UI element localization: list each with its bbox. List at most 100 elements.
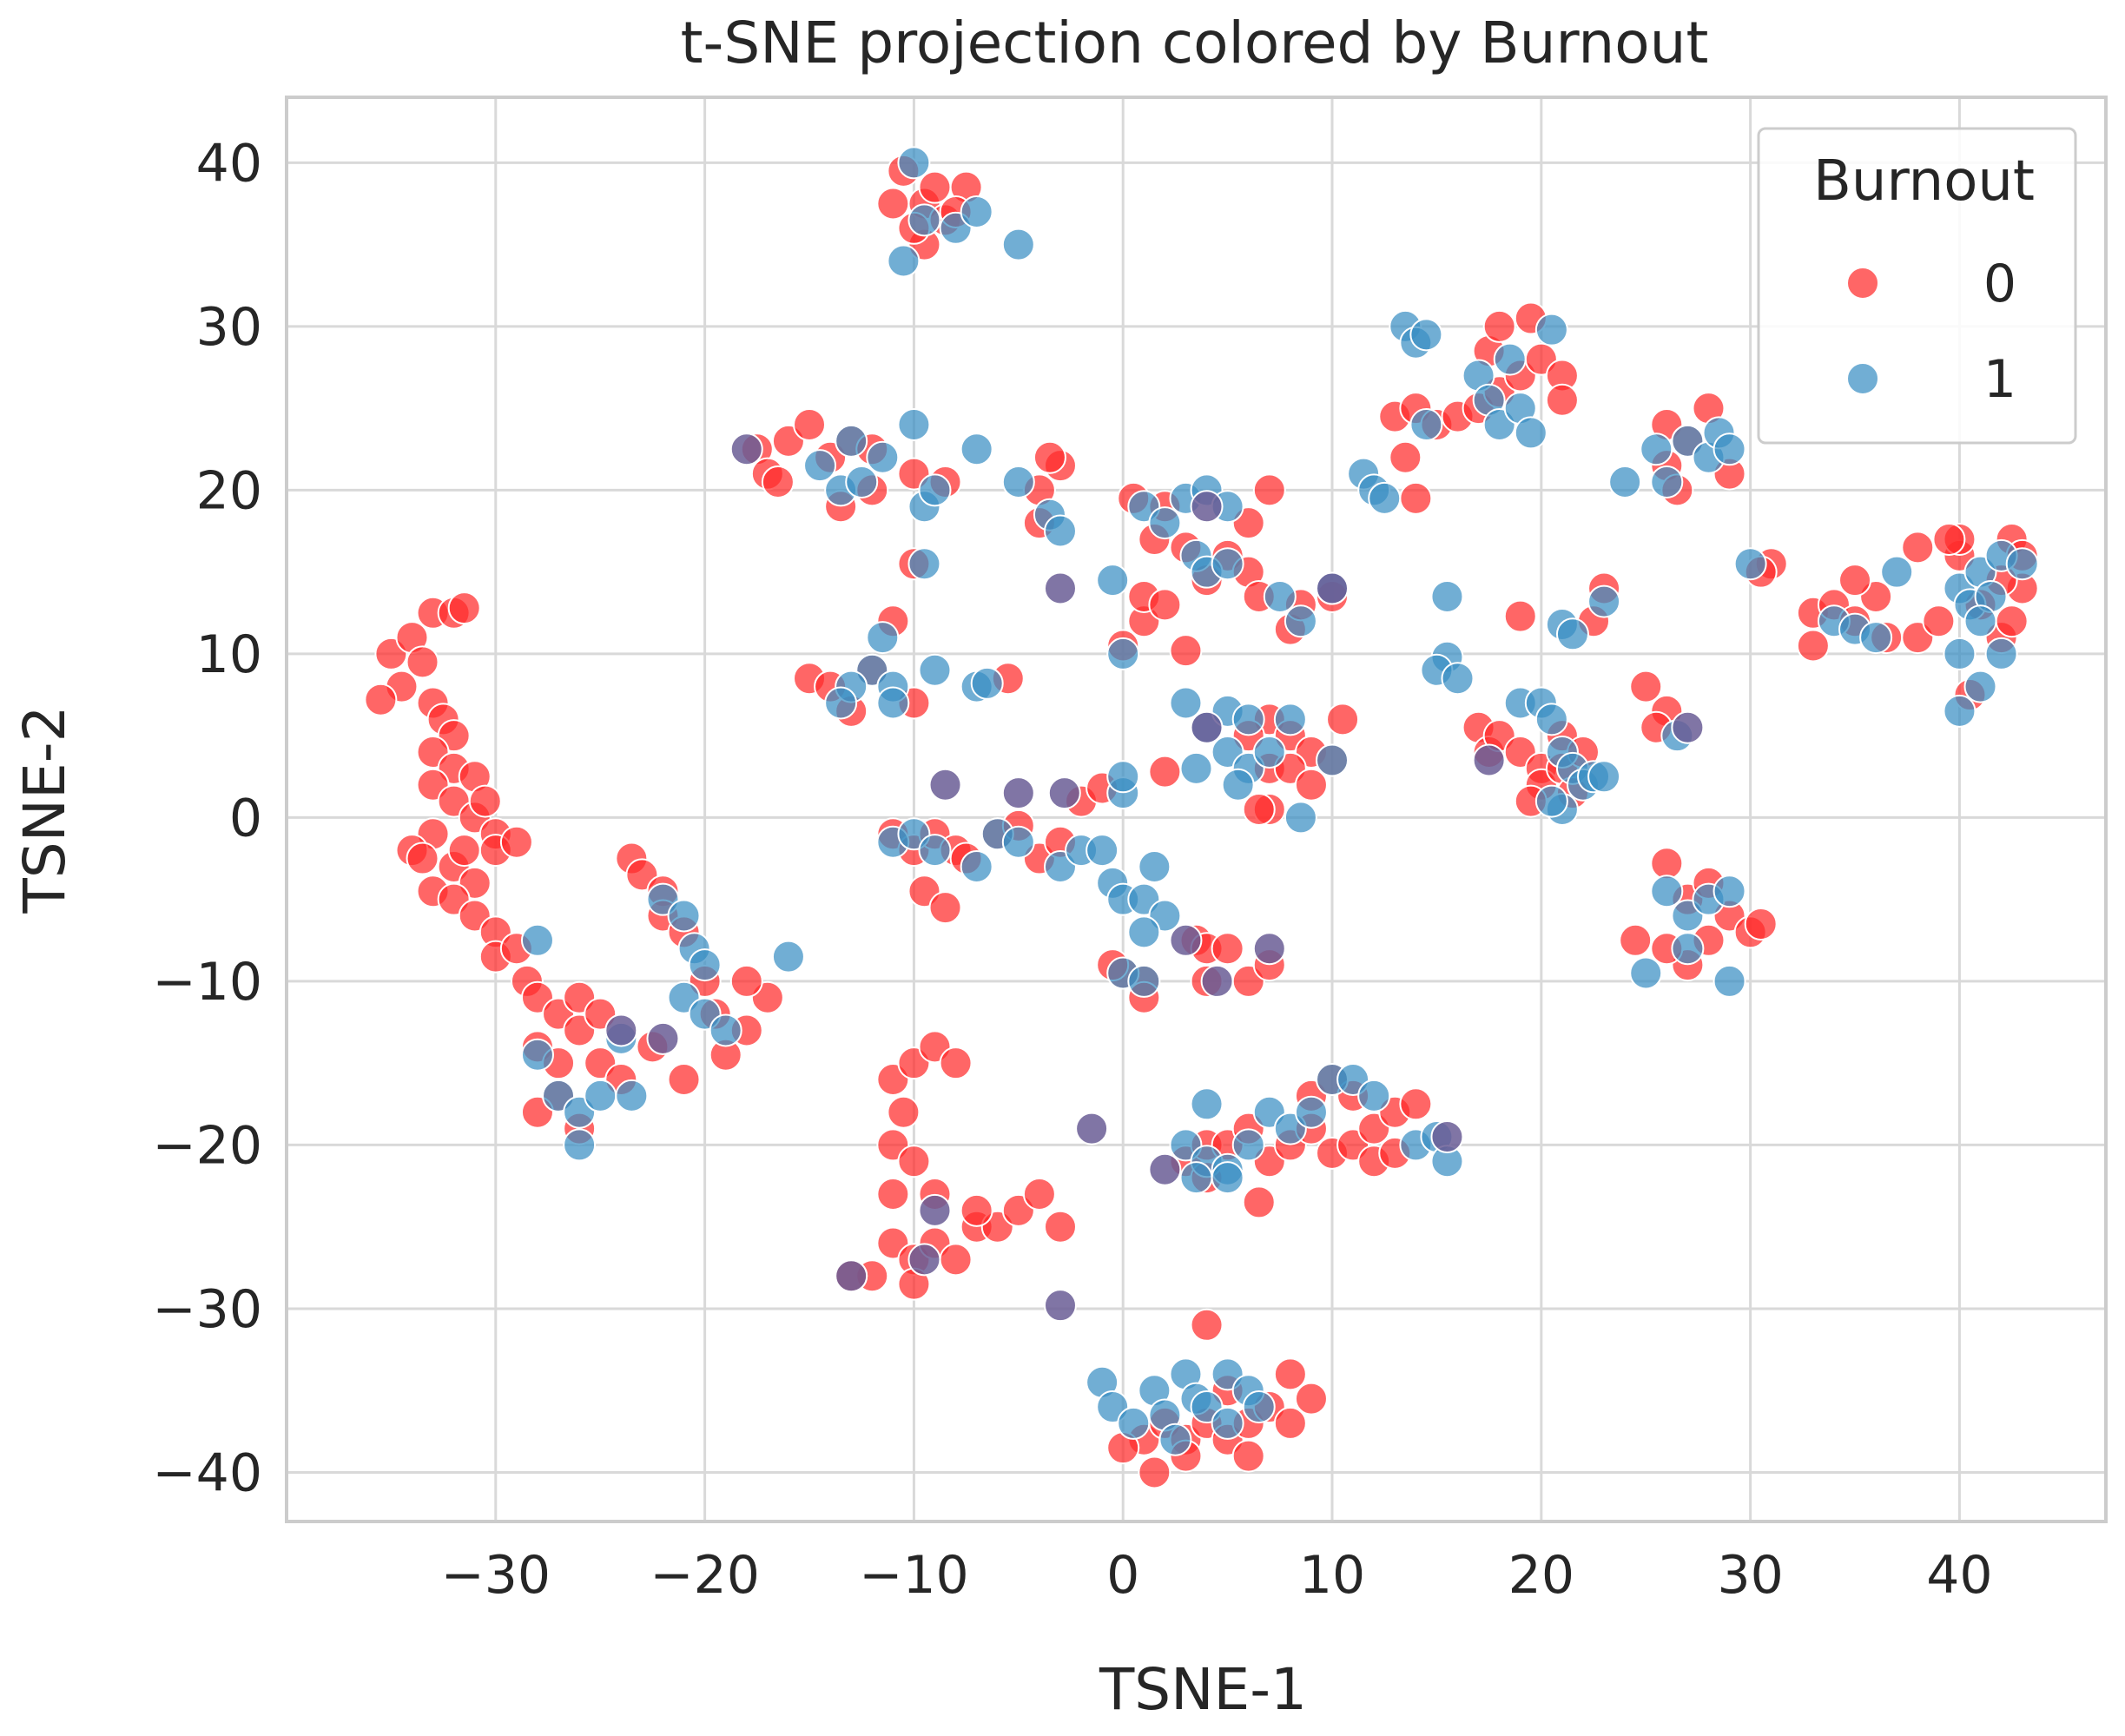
point-burnout-1: [918, 473, 952, 507]
point-burnout-1: [584, 1079, 617, 1112]
point-burnout-1: [1221, 768, 1255, 802]
point-burnout-0: [1043, 1210, 1077, 1244]
point-burnout-1: [1963, 670, 1997, 703]
x-tick-label: 40: [1926, 1545, 1992, 1606]
legend: Burnout 0 1: [1757, 127, 2077, 445]
point-burnout-0: [1148, 755, 1182, 789]
point-burnout-0: [1252, 473, 1286, 507]
y-tick-label: 10: [196, 624, 262, 685]
point-overlap: [1316, 571, 1350, 605]
point-burnout-0: [1022, 1177, 1056, 1211]
point-burnout-0: [761, 465, 795, 498]
point-burnout-1: [835, 424, 868, 458]
point-burnout-0: [1148, 588, 1182, 622]
point-burnout-0: [1482, 309, 1516, 343]
point-burnout-1: [897, 146, 931, 180]
point-burnout-1: [1148, 506, 1182, 540]
point-burnout-0: [1273, 1357, 1307, 1391]
point-burnout-1: [1242, 1390, 1276, 1424]
point-burnout-0: [1619, 923, 1653, 957]
point-burnout-1: [1211, 1406, 1244, 1440]
chart-title: t-SNE projection colored by Burnout: [681, 10, 1709, 76]
point-burnout-0: [793, 408, 827, 442]
point-overlap: [1200, 964, 1234, 998]
point-burnout-1: [1294, 1095, 1328, 1129]
tick-labels: −30 −20 −10 0 10 20 30 40 40 30 20 10 0 −10 −20 −30 −40: [152, 133, 1992, 1606]
point-burnout-0: [876, 187, 910, 221]
point-burnout-0: [1901, 531, 1935, 564]
legend-label-0: 0: [1983, 254, 2016, 314]
x-tick-label: −30: [440, 1545, 551, 1606]
point-overlap: [1430, 1120, 1464, 1154]
point-burnout-1: [1629, 956, 1663, 990]
plot-frame: [285, 96, 2108, 1523]
point-burnout-1: [1179, 751, 1213, 785]
y-tick-label: 20: [196, 460, 262, 521]
y-tick-label: −20: [152, 1115, 262, 1176]
point-burnout-1: [1441, 662, 1475, 696]
y-axis-label: TSNE-2: [11, 705, 78, 914]
point-burnout-0: [1273, 1406, 1307, 1440]
point-burnout-0: [1796, 629, 1830, 663]
point-burnout-1: [1096, 564, 1130, 597]
point-burnout-0: [939, 1243, 973, 1277]
point-burnout-1: [1263, 579, 1297, 613]
point-burnout-1: [771, 940, 805, 974]
point-burnout-0: [918, 170, 952, 204]
point-burnout-1: [1733, 547, 1767, 581]
point-burnout-1: [1880, 555, 1914, 589]
point-burnout-1: [1211, 1161, 1244, 1195]
point-overlap: [918, 1193, 952, 1227]
point-burnout-1: [1713, 432, 1746, 466]
point-burnout-1: [1671, 932, 1705, 966]
point-burnout-0: [1294, 768, 1328, 802]
point-burnout-1: [1430, 579, 1464, 613]
point-overlap: [835, 1259, 868, 1293]
point-burnout-1: [1608, 465, 1642, 498]
legend-title: Burnout: [1813, 149, 2035, 214]
x-tick-label: 0: [1106, 1545, 1139, 1606]
point-burnout-0: [447, 591, 481, 625]
point-burnout-1: [1555, 617, 1589, 651]
point-burnout-1: [866, 621, 900, 655]
point-burnout-1: [1943, 637, 1977, 670]
point-burnout-0: [1650, 847, 1684, 881]
legend-label-1: 1: [1983, 349, 2016, 410]
point-burnout-1: [1357, 1079, 1391, 1112]
point-burnout-1: [2005, 547, 2039, 581]
point-burnout-0: [364, 683, 398, 716]
point-burnout-0: [1033, 440, 1066, 474]
point-burnout-1: [563, 1128, 597, 1162]
point-burnout-0: [1242, 1185, 1276, 1219]
point-burnout-1: [1138, 849, 1171, 883]
point-overlap: [1047, 776, 1081, 810]
point-burnout-0: [468, 784, 502, 818]
point-burnout-1: [1713, 964, 1746, 998]
point-burnout-0: [1503, 599, 1537, 633]
point-burnout-1: [1001, 825, 1035, 859]
point-overlap: [1190, 490, 1224, 524]
point-burnout-1: [1534, 703, 1568, 736]
point-burnout-1: [960, 849, 993, 883]
point-burnout-1: [1316, 743, 1350, 777]
point-burnout-1: [876, 686, 910, 720]
point-burnout-0: [928, 891, 962, 925]
point-burnout-1: [970, 666, 1004, 700]
point-burnout-1: [1169, 686, 1203, 720]
x-axis-label: TSNE-1: [1099, 1656, 1307, 1723]
point-burnout-1: [918, 834, 952, 868]
point-burnout-1: [1231, 1128, 1265, 1162]
point-burnout-1: [1043, 514, 1077, 548]
point-burnout-0: [1211, 932, 1244, 966]
point-burnout-1: [1587, 760, 1621, 794]
point-burnout-1: [866, 440, 900, 474]
point-burnout-1: [688, 948, 722, 982]
point-overlap: [1190, 710, 1224, 744]
point-burnout-1: [1284, 801, 1317, 835]
point-overlap: [1148, 1152, 1182, 1186]
point-burnout-0: [1242, 793, 1276, 826]
point-burnout-0: [667, 1063, 701, 1097]
point-burnout-0: [1922, 604, 1956, 638]
point-overlap: [1671, 710, 1705, 744]
